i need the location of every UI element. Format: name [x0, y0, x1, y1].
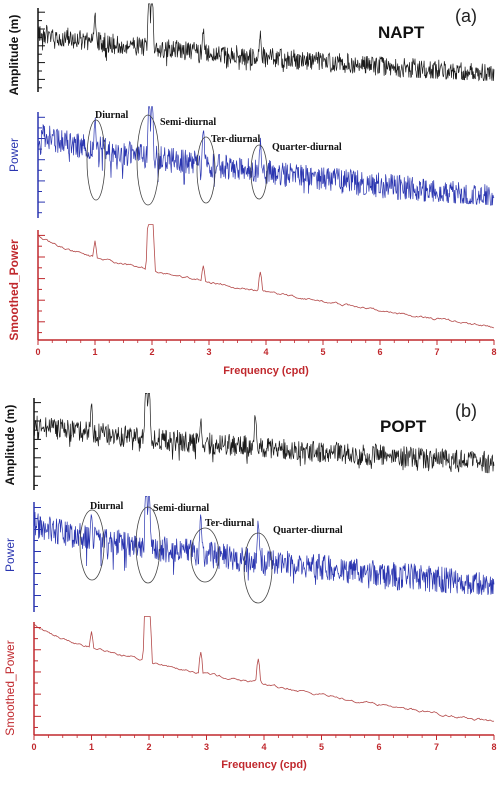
x-tick-label: 4 [263, 347, 268, 357]
x-tick-label: 7 [434, 742, 439, 752]
ter-diurnal-label-b: Ter-diurnal [205, 518, 254, 529]
semi-diurnal-label-a: Semi-diurnal [160, 117, 216, 128]
panel-a: (a) NAPT Amplitude (m) Power Smoothed_Po… [7, 3, 497, 377]
panel-b-x-axis-label: Frequency (cpd) [221, 759, 307, 771]
y-ticks [38, 116, 45, 214]
x-tick-label: 8 [491, 742, 496, 752]
panel-a-amplitude-series [37, 3, 495, 82]
diurnal-ellipse-b [79, 509, 105, 581]
panel-a-amplitude-ylabel: Amplitude (m) [7, 15, 21, 96]
x-tick-label: 2 [149, 347, 154, 357]
panel-b-station-label: POPT [380, 417, 427, 436]
x-tick-label: 1 [92, 347, 97, 357]
panel-a-annotations: Diurnal Semi-diurnal Ter-diurnal Quarter… [86, 110, 342, 206]
panel-a-smoothed-ylabel: Smoothed_Power [7, 239, 21, 341]
x-tick-label: 0 [31, 742, 36, 752]
diurnal-label-a: Diurnal [95, 110, 129, 121]
y-ticks [34, 507, 41, 607]
diurnal-label-b: Diurnal [90, 501, 124, 512]
quarter-diurnal-ellipse-a [250, 144, 268, 200]
panel-b-x-ticks: 0 1 2 3 4 5 6 7 8 [31, 735, 497, 752]
y-ticks [38, 11, 45, 89]
panel-a-x-ticks: 0 1 2 3 4 5 6 7 8 [35, 340, 497, 357]
x-tick-label: 2 [146, 742, 151, 752]
quarter-diurnal-label-a: Quarter-diurnal [272, 142, 342, 153]
y-ticks [38, 234, 45, 334]
panel-a-label: (a) [455, 6, 477, 26]
y-ticks [34, 402, 41, 486]
semi-diurnal-ellipse-b [135, 506, 161, 584]
x-tick-label: 8 [491, 347, 496, 357]
panel-a-x-axis-label: Frequency (cpd) [223, 365, 309, 377]
panel-b-power-series [33, 496, 495, 595]
ter-diurnal-ellipse-b [190, 527, 220, 583]
y-ticks [34, 627, 41, 728]
panel-a-power-series [37, 106, 495, 206]
x-tick-label: 4 [261, 742, 266, 752]
panel-a-station-label: NAPT [378, 23, 425, 42]
x-tick-label: 6 [377, 347, 382, 357]
quarter-diurnal-label-b: Quarter-diurnal [273, 525, 343, 536]
x-tick-label: 3 [204, 742, 209, 752]
panel-b-amplitude-ylabel: Amplitude (m) [3, 405, 17, 486]
semi-diurnal-label-b: Semi-diurnal [153, 503, 209, 514]
x-tick-label: 3 [206, 347, 211, 357]
x-tick-label: 5 [319, 742, 324, 752]
quarter-diurnal-ellipse-b [243, 532, 273, 604]
panel-a-smoothed-power-series [37, 224, 495, 329]
panel-b-smoothed-power-series [33, 616, 495, 722]
panel-b-smoothed-ylabel: Smoothed_Power [3, 640, 17, 735]
panel-b: (b) POPT Amplitude (m) Power Smoothed_Po… [3, 393, 497, 771]
ter-diurnal-label-a: Ter-diurnal [211, 134, 260, 145]
x-tick-label: 5 [320, 347, 325, 357]
panel-b-power-ylabel: Power [3, 538, 17, 572]
x-tick-label: 0 [35, 347, 40, 357]
x-tick-label: 7 [434, 347, 439, 357]
x-tick-label: 6 [376, 742, 381, 752]
panel-b-label: (b) [455, 401, 477, 421]
semi-diurnal-ellipse-a [136, 114, 160, 206]
ter-diurnal-ellipse-a [196, 136, 216, 204]
diurnal-ellipse-a [86, 119, 106, 201]
panel-a-power-ylabel: Power [7, 138, 21, 172]
x-tick-label: 1 [89, 742, 94, 752]
panel-b-amplitude-series [33, 393, 495, 474]
panel-b-annotations: Diurnal Semi-diurnal Ter-diurnal Quarter… [79, 501, 343, 604]
